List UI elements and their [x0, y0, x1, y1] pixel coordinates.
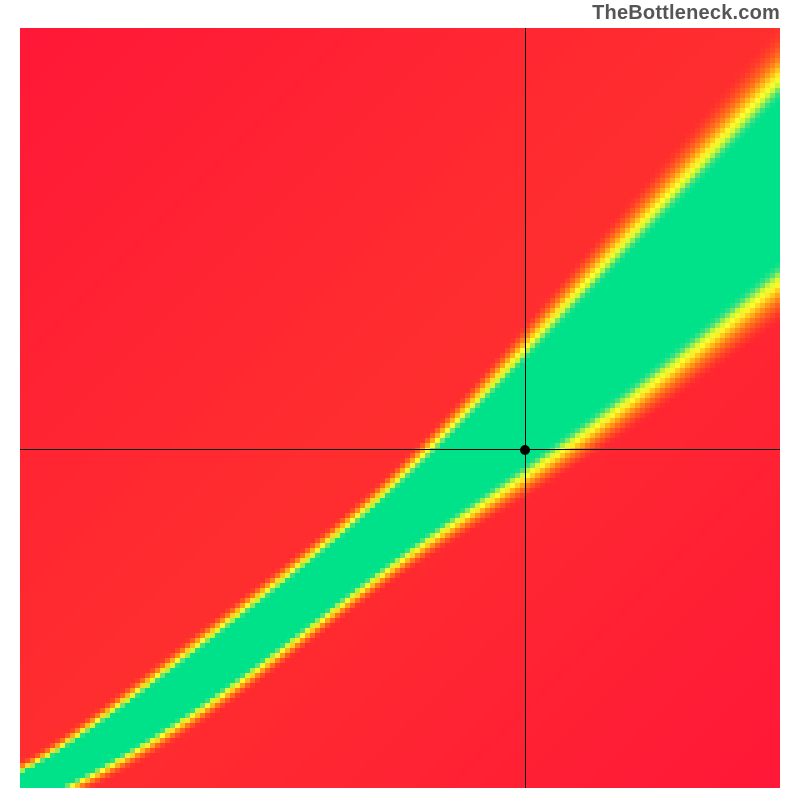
crosshair-vertical [525, 28, 526, 788]
crosshair-horizontal [20, 449, 780, 450]
crosshair-marker [520, 445, 530, 455]
heatmap-canvas [20, 28, 780, 788]
heatmap-plot [20, 28, 780, 788]
chart-container: TheBottleneck.com [0, 0, 800, 800]
watermark-text: TheBottleneck.com [592, 2, 780, 25]
